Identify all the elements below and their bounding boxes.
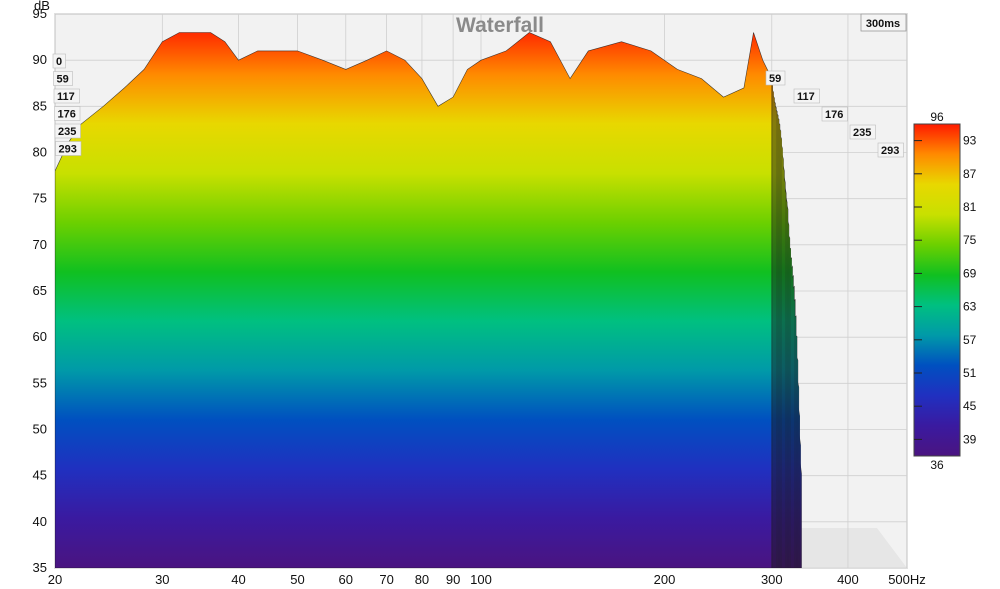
time-slice-label: 176: [54, 106, 81, 121]
svg-text:117: 117: [797, 91, 815, 103]
time-slice-labels-right: 59 117 176 235 293: [765, 70, 904, 158]
colorbar: 96 36 93 87 81 75 69 63 57 51 45 39: [913, 110, 977, 472]
y-tick-label: 45: [33, 468, 47, 483]
colorbar-tick-label: 57: [963, 333, 977, 347]
x-tick-label: 400: [837, 572, 859, 587]
x-tick-label: 50: [290, 572, 304, 587]
colorbar-tick-label: 87: [963, 167, 977, 181]
time-slice-labels-left: 0 59 117 176 235 293: [52, 53, 82, 156]
waterfall-slice: [55, 32, 773, 568]
y-axis-unit: dB: [34, 0, 50, 13]
y-tick-label: 85: [33, 98, 47, 113]
chart-title: Waterfall: [456, 14, 544, 37]
colorbar-gradient: [913, 123, 961, 457]
time-slice-label: 176: [821, 106, 848, 122]
y-tick-label: 65: [33, 283, 47, 298]
x-axis-ticks: 20 30 40 50 60 70 80 90 100 200 300 400 500Hz: [48, 572, 926, 587]
time-slice-label: 117: [793, 88, 820, 104]
svg-text:293: 293: [881, 145, 899, 157]
time-badge-label: 300ms: [866, 18, 900, 30]
svg-text:176: 176: [825, 109, 843, 121]
colorbar-tick-label: 93: [963, 134, 977, 148]
x-tick-label: 30: [155, 572, 169, 587]
y-tick-label: 50: [33, 422, 47, 437]
colorbar-tick-label: 81: [963, 200, 977, 214]
x-tick-label: 300: [761, 572, 783, 587]
colorbar-tick-label: 45: [963, 399, 977, 413]
time-slice-label: 0: [52, 53, 66, 69]
y-tick-label: 55: [33, 375, 47, 390]
y-tick-label: 35: [33, 560, 47, 575]
x-tick-label: 20: [48, 572, 62, 587]
y-tick-label: 80: [33, 145, 47, 160]
y-tick-label: 40: [33, 514, 47, 529]
time-slice-label: 293: [877, 142, 904, 158]
x-tick-label: 40: [231, 572, 245, 587]
svg-text:235: 235: [853, 127, 871, 139]
time-slice-label: 293: [55, 141, 82, 156]
y-tick-label: 60: [33, 329, 47, 344]
x-tick-label: 200: [654, 572, 676, 587]
time-slice-label: 235: [849, 124, 876, 140]
x-tick-label: 70: [379, 572, 393, 587]
svg-text:117: 117: [57, 91, 75, 103]
colorbar-min-label: 36: [930, 458, 944, 472]
svg-text:59: 59: [57, 74, 69, 86]
time-slice-label: 117: [53, 88, 80, 104]
colorbar-max-label: 96: [930, 110, 944, 124]
y-tick-label: 75: [33, 191, 47, 206]
y-tick-label: 70: [33, 237, 47, 252]
x-tick-label: 80: [415, 572, 429, 587]
svg-text:235: 235: [58, 126, 76, 138]
time-slice-label: 235: [54, 123, 81, 139]
colorbar-tick-label: 69: [963, 266, 977, 280]
svg-text:293: 293: [59, 144, 77, 156]
x-tick-label: 60: [339, 572, 353, 587]
x-tick-label: 90: [446, 572, 460, 587]
colorbar-tick-label: 63: [963, 300, 977, 314]
colorbar-tick-label: 51: [963, 366, 977, 380]
time-badge: 300ms: [860, 13, 907, 32]
y-tick-label: 95: [33, 6, 47, 21]
x-tick-label: 500Hz: [888, 572, 926, 587]
y-tick-label: 90: [33, 52, 47, 67]
waterfall-surface: [55, 32, 802, 568]
colorbar-ticks: 93 87 81 75 69 63 57 51 45 39: [914, 134, 977, 446]
svg-text:176: 176: [58, 109, 76, 121]
time-slice-label: 59: [765, 70, 786, 86]
x-tick-label: 100: [470, 572, 492, 587]
colorbar-tick-label: 75: [963, 233, 977, 247]
time-slice-label: 59: [53, 71, 73, 86]
y-axis-ticks: 35 40 45 50 55 60 65 70 75 80 85 90 95: [33, 6, 47, 575]
colorbar-tick-label: 39: [963, 432, 977, 446]
svg-text:0: 0: [56, 56, 62, 68]
svg-text:59: 59: [769, 73, 781, 85]
